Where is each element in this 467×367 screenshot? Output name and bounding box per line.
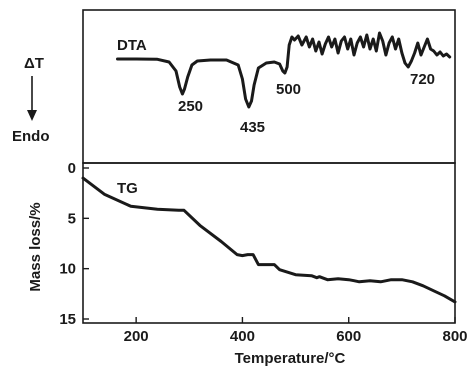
x-tick-label: 800 bbox=[442, 328, 467, 345]
dta-peak-label-720: 720 bbox=[410, 71, 435, 88]
y-axis-title: Mass loss/% bbox=[27, 202, 44, 291]
x-tick-label: 200 bbox=[124, 328, 149, 345]
endo-arrow-head-icon bbox=[27, 110, 37, 121]
dta-peak-label-500: 500 bbox=[276, 81, 301, 98]
tg-panel-frame bbox=[82, 162, 456, 324]
delta-t-label: ΔT bbox=[24, 55, 44, 72]
endo-label: Endo bbox=[12, 128, 50, 145]
dta-curve-label: DTA bbox=[117, 37, 147, 54]
x-axis-ticks: 200 400 600 800 bbox=[124, 317, 467, 345]
x-axis-title: Temperature/°C bbox=[235, 350, 346, 367]
y-tick-label: 15 bbox=[59, 311, 76, 328]
x-tick-label: 400 bbox=[230, 328, 255, 345]
tg-curve-line bbox=[81, 176, 457, 304]
x-tick-label: 600 bbox=[336, 328, 361, 345]
y-tick-label: 10 bbox=[59, 261, 76, 278]
tg-curve-label: TG bbox=[117, 180, 138, 197]
y-tick-label: 0 bbox=[68, 160, 76, 177]
dta-peak-label-250: 250 bbox=[178, 98, 203, 115]
y-axis-ticks: 0 5 10 15 bbox=[59, 160, 89, 328]
dta-curve-line bbox=[116, 31, 452, 109]
dta-panel-frame bbox=[82, 9, 456, 164]
dta-peak-label-435: 435 bbox=[240, 119, 265, 136]
y-tick-label: 5 bbox=[68, 210, 76, 227]
